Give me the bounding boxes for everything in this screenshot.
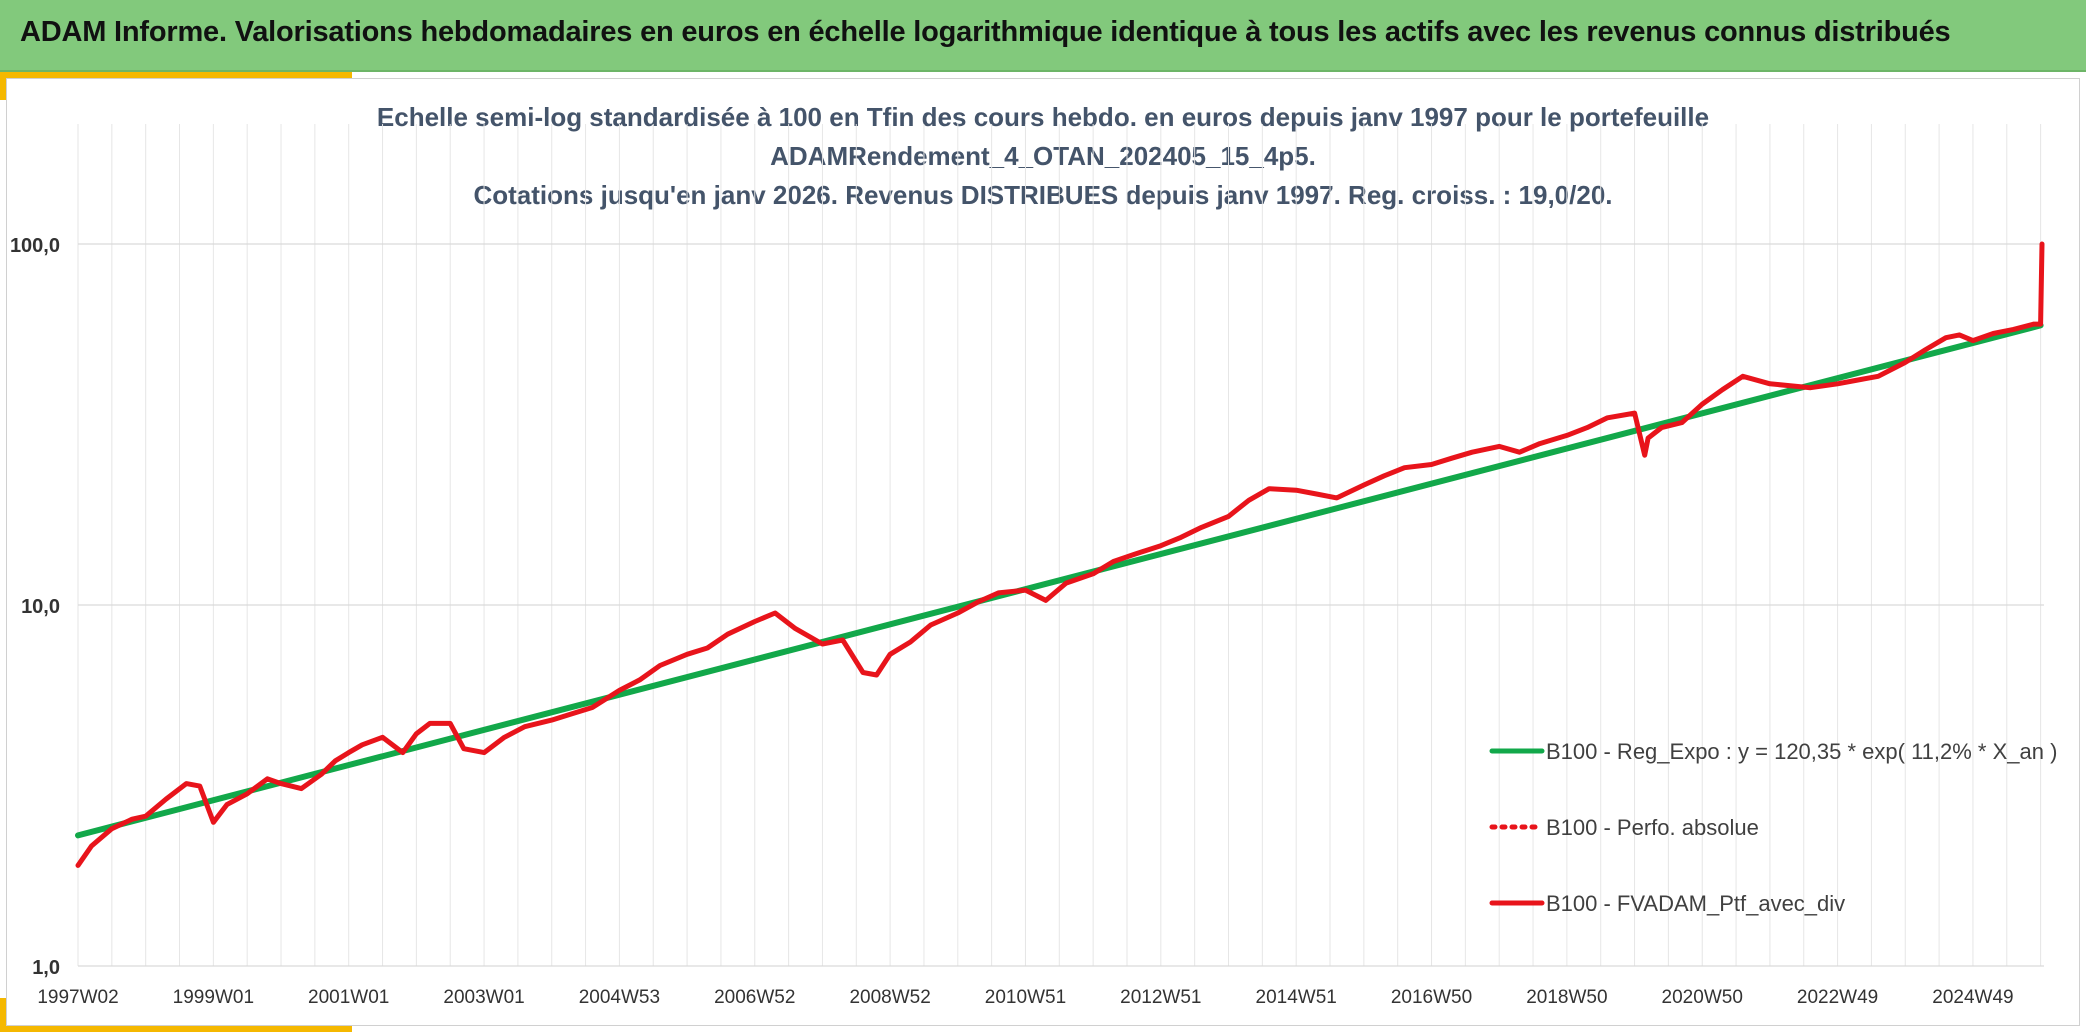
accent-bar-top-horizontal [0,72,352,79]
x-tick-label: 2012W51 [1120,987,1201,1008]
chart-legend: B100 - Reg_Expo : y = 120,35 * exp( 11,2… [1489,739,2057,916]
x-tick-label: 2014W51 [1256,987,1337,1008]
x-tick-label: 2008W52 [849,987,930,1008]
chart-subtitle-line-3: Cotations jusqu'en janv 2026. Revenus DI… [473,180,1613,210]
x-tick-label: 2010W51 [985,987,1066,1008]
x-tick-label: 1999W01 [173,987,254,1008]
x-tick-label: 2020W50 [1662,987,1743,1008]
x-tick-label: 2003W01 [443,987,524,1008]
x-tick-label: 1997W02 [37,987,118,1008]
header-bar: ADAM Informe. Valorisations hebdomadaire… [0,0,2086,72]
accent-bar-bottom-vertical [0,998,7,1032]
page-title: ADAM Informe. Valorisations hebdomadaire… [20,16,1951,48]
chart-subtitle-line-2: ADAMRendement_4_OTAN_202405_15_4p5. [770,141,1316,171]
accent-bar-bottom-horizontal [0,1025,352,1032]
legend-label: B100 - Reg_Expo : y = 120,35 * exp( 11,2… [1546,739,2057,764]
legend-label: B100 - FVADAM_Ptf_avec_div [1546,891,1845,916]
chart-frame [6,78,2080,1026]
x-tick-label: 2001W01 [308,987,389,1008]
accent-bar-top-vertical [0,72,7,100]
chart-subtitle-line-1: Echelle semi-log standardisée à 100 en T… [376,102,1710,132]
legend-label: B100 - Perfo. absolue [1546,815,1759,840]
x-tick-label: 2022W49 [1797,987,1878,1008]
x-tick-label: 2024W49 [1932,987,2013,1008]
y-tick-label: 1,0 [32,957,60,979]
axis-layer: 1,0 10,0 100,0 1997W02 1999W01 2001W01 2003W01… [10,235,2014,1008]
y-tick-label: 100,0 [10,235,60,257]
y-tick-label: 10,0 [21,596,60,618]
portfolio-series-line [75,241,2045,868]
x-tick-label: 2006W52 [714,987,795,1008]
x-tick-label: 2016W50 [1391,987,1472,1008]
x-tick-label: 2004W53 [579,987,660,1008]
x-tick-label: 2018W50 [1526,987,1607,1008]
series-layer [75,241,2045,868]
